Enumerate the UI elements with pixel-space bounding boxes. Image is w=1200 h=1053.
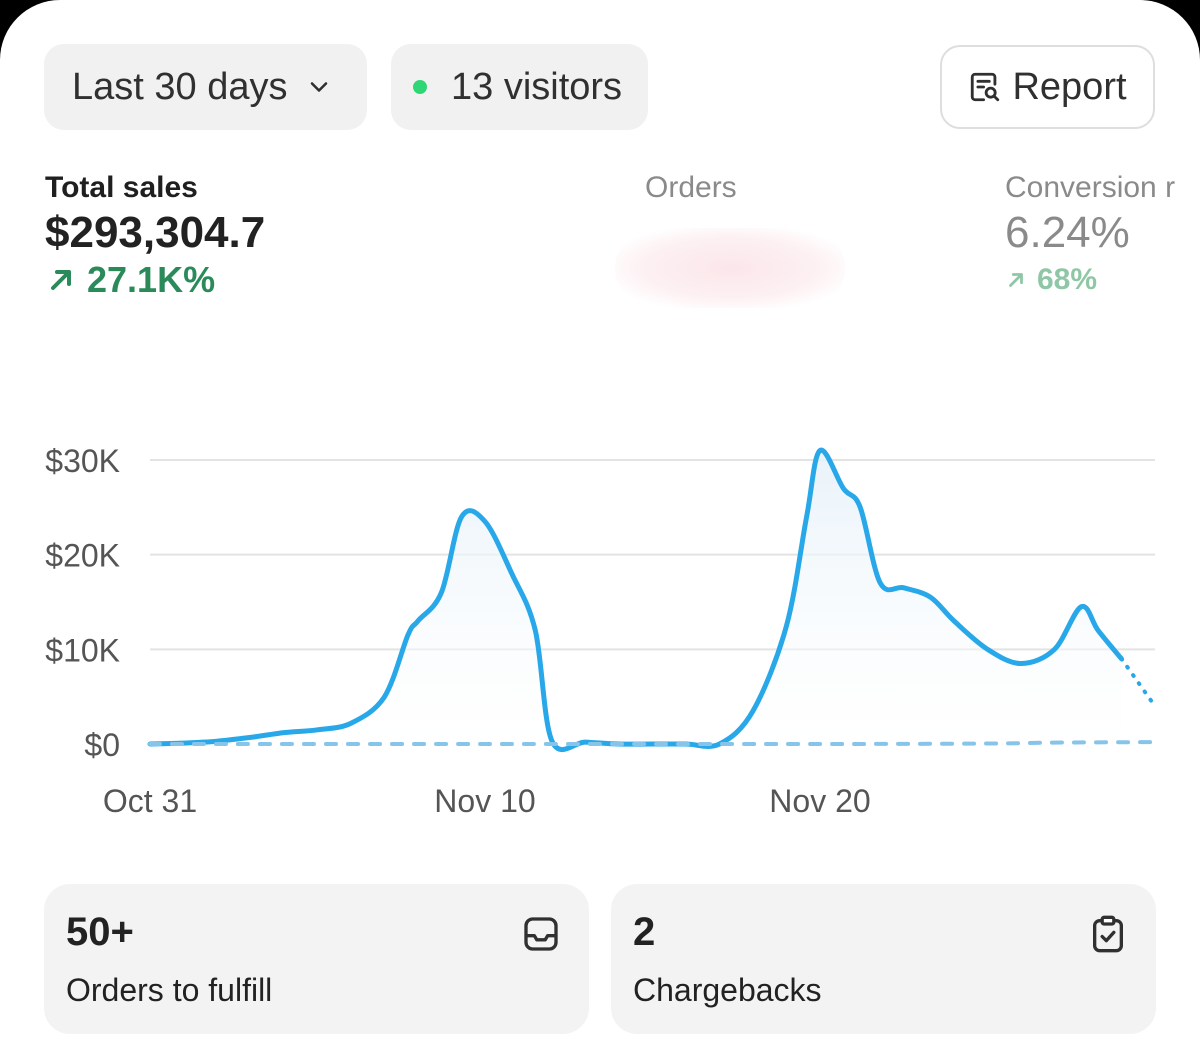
metric-change-value: 27.1K%	[87, 259, 216, 300]
arrow-up-right-icon	[51, 270, 71, 290]
orders-to-fulfill-card[interactable]: 50+ Orders to fulfill	[44, 884, 589, 1034]
card-caption: Chargebacks	[633, 972, 822, 1008]
metric-label: Total sales	[45, 171, 198, 204]
series-line-previous	[148, 740, 1157, 747]
date-range-label: Last 30 days	[72, 65, 288, 108]
card-count: 50+	[66, 910, 134, 954]
metric-label: Orders	[645, 171, 737, 204]
metric-value: 6.24%	[1005, 208, 1130, 257]
y-tick-label: $10K	[45, 632, 120, 668]
series-line-projection	[1119, 656, 1157, 709]
live-visitors-badge[interactable]: 13 visitors	[391, 44, 648, 130]
x-tick-label: Nov 20	[769, 783, 870, 819]
x-tick-label: Nov 10	[434, 783, 535, 819]
card-caption: Orders to fulfill	[66, 972, 273, 1008]
chevron-down-icon	[311, 82, 328, 92]
series-line-current	[147, 447, 1124, 753]
chargebacks-card[interactable]: 2 Chargebacks	[611, 884, 1156, 1034]
series-area	[150, 450, 1122, 750]
y-tick-label: $30K	[45, 443, 120, 479]
report-search-icon	[971, 72, 1000, 102]
arrow-up-right-icon	[1009, 273, 1023, 287]
report-label: Report	[1012, 65, 1127, 108]
x-tick-label: Oct 31	[103, 783, 197, 819]
card-count: 2	[633, 910, 656, 954]
date-range-selector[interactable]: Last 30 days	[44, 44, 367, 130]
clipboard-check-icon	[1093, 915, 1123, 953]
metric-total-sales[interactable]: Total sales $293,304.7 27.1K%	[45, 170, 265, 300]
live-dot-icon	[413, 80, 427, 94]
inbox-icon	[524, 917, 558, 951]
metric-conversion-rate[interactable]: Conversion r 6.24% 68%	[1005, 170, 1175, 300]
y-tick-label: $0	[84, 727, 120, 763]
y-tick-label: $20K	[45, 538, 120, 574]
metric-value: $293,304.7	[45, 208, 266, 257]
metric-orders[interactable]: Orders	[615, 170, 845, 308]
metric-label: Conversion r	[1005, 171, 1176, 204]
metric-change: 27.1K%	[45, 260, 265, 300]
report-button[interactable]: Report	[940, 45, 1155, 129]
redacted-value	[615, 228, 845, 308]
visitors-label: 13 visitors	[451, 65, 623, 108]
metric-change-value: 68%	[1037, 263, 1098, 296]
metric-change: 68%	[1005, 260, 1175, 300]
